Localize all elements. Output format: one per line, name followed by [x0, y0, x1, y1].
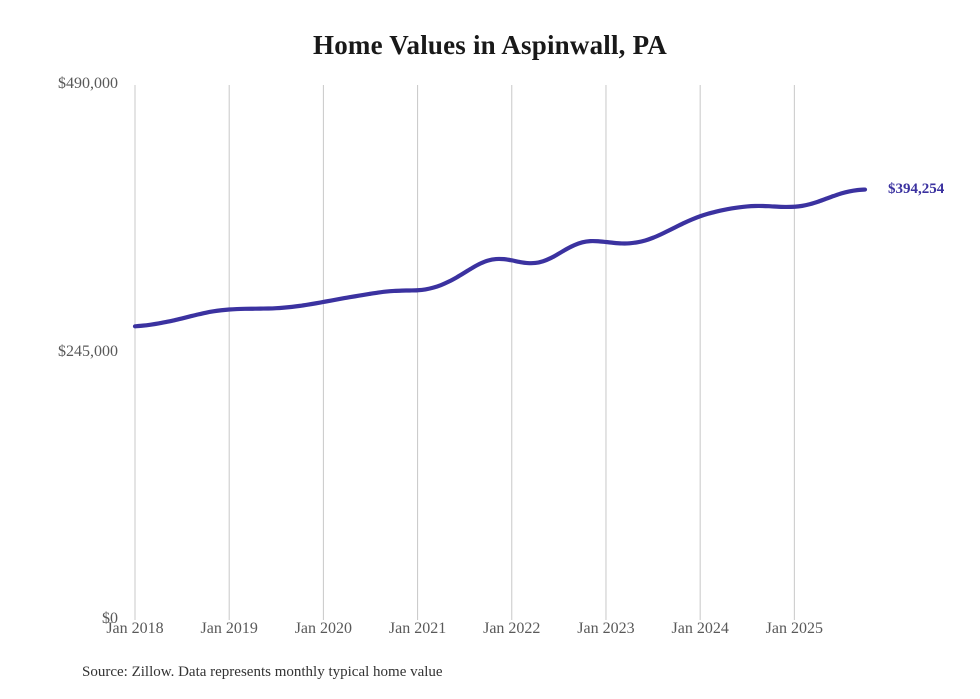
x-axis-tick-label: Jan 2023: [577, 620, 635, 637]
y-axis-tick-label: $0: [102, 610, 118, 627]
x-axis-tick-label: Jan 2022: [483, 620, 541, 637]
x-axis-tick-label: Jan 2021: [388, 620, 447, 637]
x-axis-tick-label: Jan 2025: [765, 620, 823, 637]
x-axis-tick-label: Jan 2018: [106, 620, 164, 637]
page-title: Home Values in Aspinwall, PA: [313, 30, 667, 60]
x-axis-tick-label: Jan 2020: [294, 620, 353, 637]
gridline-group: [134, 85, 795, 620]
source-note: Source: Zillow. Data represents monthly …: [82, 664, 443, 680]
series-line-typical-home-value: [132, 187, 868, 329]
end-value-label: $394,254: [888, 180, 945, 197]
x-axis-tick-label: Jan 2024: [671, 620, 729, 637]
y-axis-tick-label: $490,000: [58, 75, 118, 92]
x-axis-tick-label: Jan 2019: [200, 620, 258, 637]
y-axis-tick-label: $245,000: [58, 342, 118, 360]
